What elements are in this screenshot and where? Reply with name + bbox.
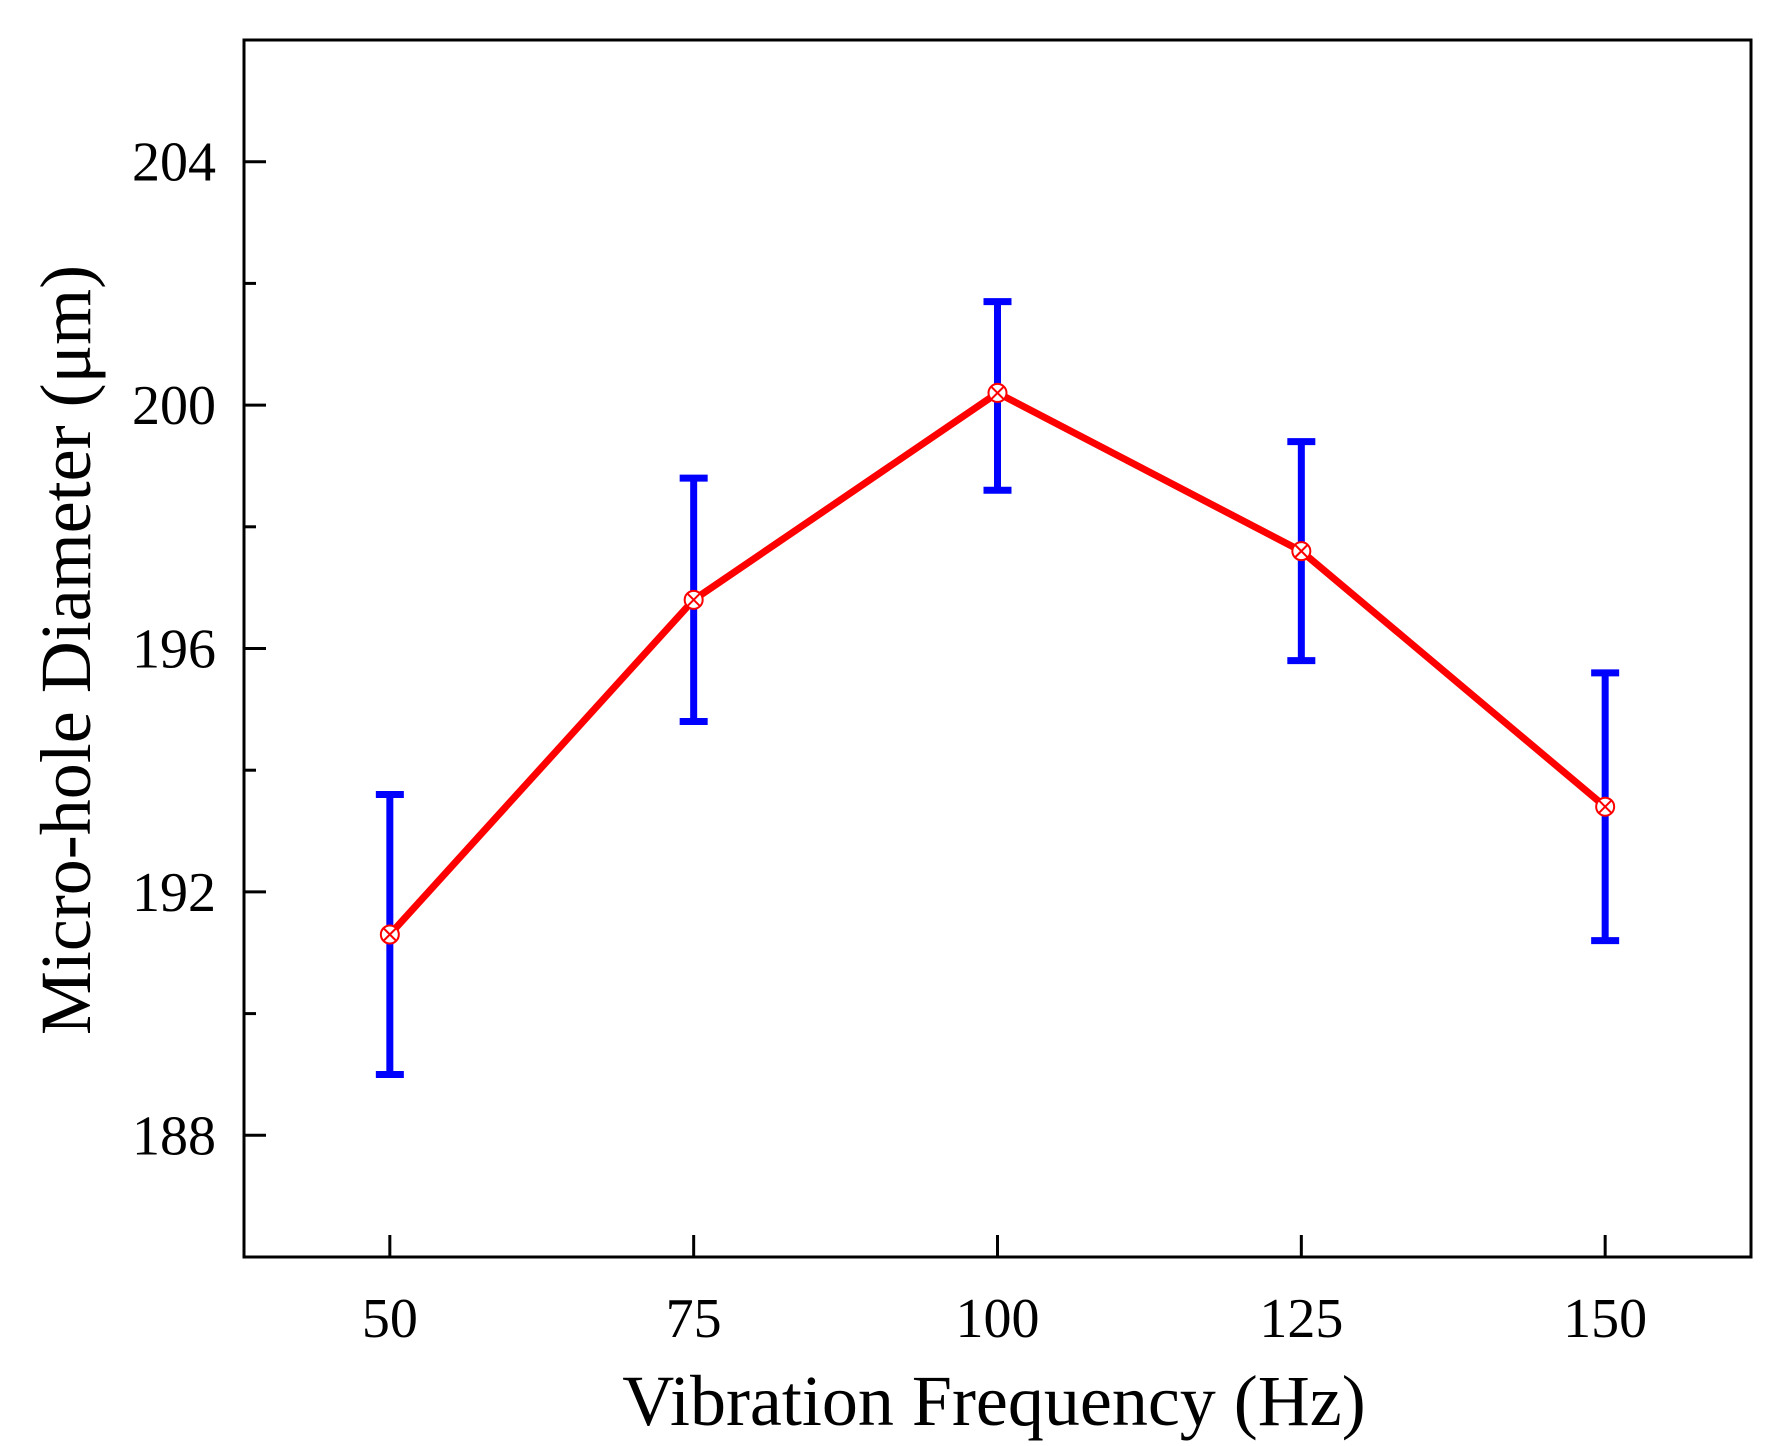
y-tick-label: 204 [132,132,216,194]
data-point-marker [1595,796,1616,817]
x-axis-title: Vibration Frequency (Hz) [622,1361,1365,1441]
error-bars [375,298,1620,1078]
y-tick-label: 188 [132,1105,216,1167]
x-axis: 50 75 100 125 150 [362,1235,1647,1350]
x-tick-label: 50 [362,1288,418,1350]
data-point-marker [1291,541,1312,562]
x-tick-label: 100 [956,1288,1040,1350]
y-tick-label: 200 [132,375,216,437]
y-axis-title: Micro-hole Diameter (μm) [26,265,106,1035]
data-point-marker [683,589,704,610]
y-axis: 188 192 196 200 204 [132,132,266,1167]
x-tick-label: 75 [666,1288,722,1350]
y-tick-label: 192 [132,862,216,924]
x-tick-label: 125 [1259,1288,1343,1350]
data-point-marker [379,924,400,945]
y-tick-label: 196 [132,619,216,681]
x-tick-label: 150 [1563,1288,1647,1350]
data-point-marker [987,382,1008,403]
data-markers [379,382,1616,945]
plot-frame [242,38,1753,1259]
